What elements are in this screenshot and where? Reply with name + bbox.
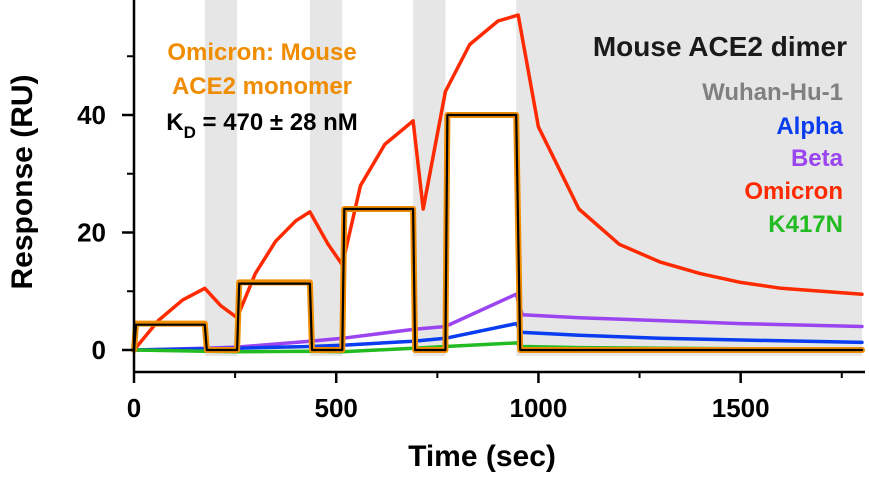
y-axis-title: Response (RU) (6, 74, 39, 289)
axes: 0 500 1000 1500 0 20 40 (77, 0, 865, 423)
kd-subscript: D (184, 123, 196, 142)
kd-annotation: KD = 470 ± 28 nM (166, 109, 358, 142)
legend-omicron: Omicron (744, 178, 843, 205)
kd-prefix: K (166, 109, 184, 136)
annotation-line-2: ACE2 monomer (172, 73, 352, 100)
annotation-line-1: Omicron: Mouse (167, 39, 356, 66)
legend-alpha: Alpha (776, 113, 843, 140)
series-omicron (132, 13, 864, 352)
y-tick-label-20: 20 (77, 218, 106, 248)
legend-wuhan-hu-1: Wuhan-Hu-1 (702, 79, 843, 106)
legend: Mouse ACE2 dimer Wuhan-Hu-1 Alpha Beta O… (593, 31, 847, 238)
x-tick-label-1000: 1000 (510, 393, 568, 423)
legend-title: Mouse ACE2 dimer (593, 31, 847, 62)
legend-beta: Beta (791, 145, 844, 172)
injection-window-2 (309, 0, 343, 356)
x-tick-label-500: 500 (315, 393, 358, 423)
series-fit (132, 113, 864, 352)
injection-shading (204, 0, 862, 356)
x-tick-label-1500: 1500 (712, 393, 770, 423)
kd-value: = 470 ± 28 nM (196, 109, 358, 136)
x-tick-label-0: 0 (127, 393, 141, 423)
response-curves (131, 13, 865, 354)
annotation-block: Omicron: Mouse ACE2 monomer KD = 470 ± 2… (166, 39, 358, 142)
y-tick-label-40: 40 (77, 100, 106, 130)
y-tick-label-0: 0 (92, 335, 106, 365)
injection-window-4 (516, 0, 862, 356)
legend-k417n: K417N (768, 211, 843, 238)
x-axis-title: Time (sec) (408, 440, 556, 473)
